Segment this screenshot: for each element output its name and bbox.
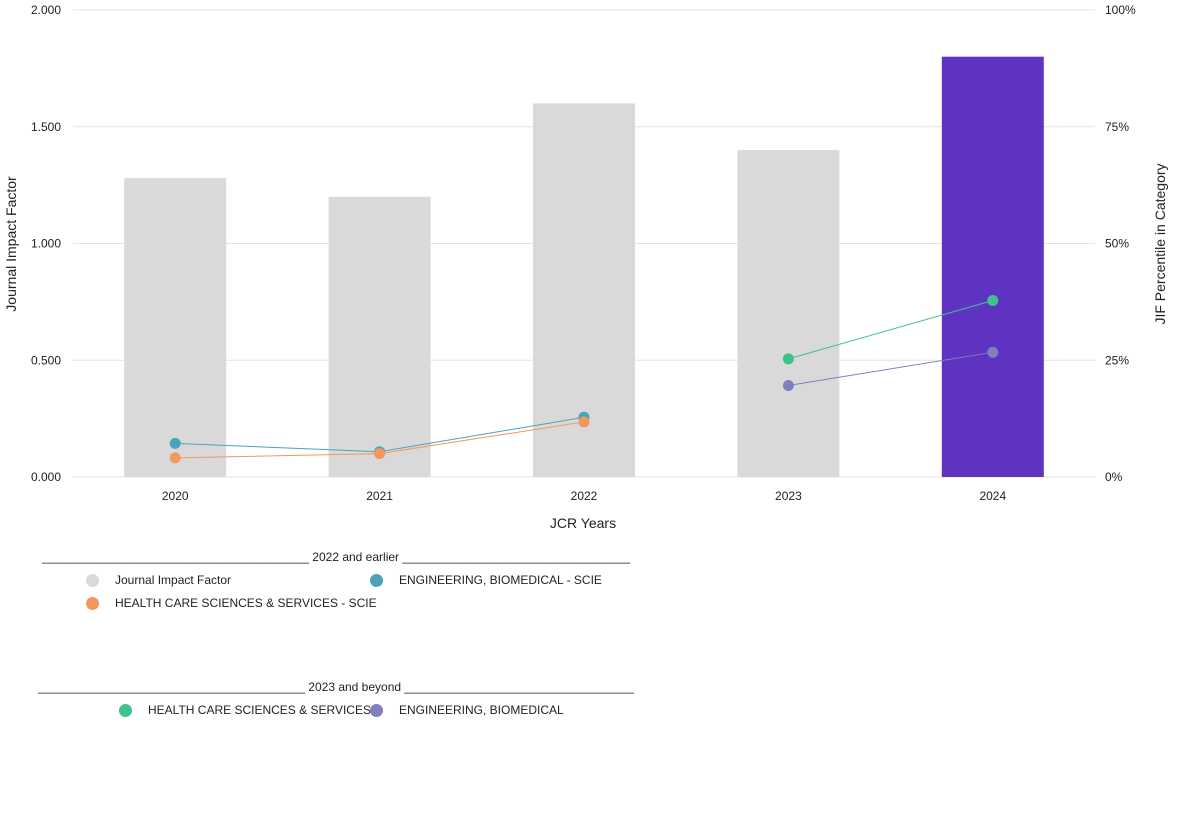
y2-tick-label: 100% (1105, 3, 1136, 17)
legend-group-2022-header: ________________________________________… (42, 550, 630, 564)
data-point[interactable] (987, 294, 999, 306)
right-axis-ticks: 0% 25% 50% 75% 100% (1105, 3, 1136, 484)
data-point[interactable] (578, 416, 590, 428)
legend-group-2022-title: 2022 and earlier (312, 550, 400, 564)
x-tick-label: 2020 (162, 489, 189, 503)
x-tick-label: 2021 (366, 489, 393, 503)
legend-label: HEALTH CARE SCIENCES & SERVICES - SCIE (115, 596, 377, 610)
y-tick-label: 0.500 (31, 353, 61, 367)
jif-chart: 0.000 0.500 1.000 1.500 2.000 0% 25% 50% 75% 100… (3, 3, 1168, 531)
series-line (788, 351, 993, 386)
y-axis-title: Journal Impact Factor (3, 176, 19, 312)
legend-dot-icon (86, 573, 99, 587)
line-series (169, 294, 999, 464)
legend-label: ENGINEERING, BIOMEDICAL (399, 703, 564, 717)
bar-2020[interactable] (124, 178, 227, 477)
legend-label: ENGINEERING, BIOMEDICAL - SCIE (399, 573, 602, 587)
y2-tick-label: 0% (1105, 470, 1123, 484)
x-axis-ticks: 2020 2021 2022 2023 2024 (162, 489, 1007, 503)
y2-tick-label: 50% (1105, 237, 1129, 251)
data-point[interactable] (782, 379, 794, 391)
legend-label: HEALTH CARE SCIENCES & SERVICES (148, 703, 371, 717)
y2-tick-label: 75% (1105, 120, 1129, 134)
y-tick-label: 1.000 (31, 237, 61, 251)
x-tick-label: 2024 (979, 489, 1006, 503)
x-tick-label: 2023 (775, 489, 802, 503)
legend-group-2023-header: ________________________________________… (38, 680, 634, 694)
bar-2024[interactable] (941, 56, 1044, 477)
series-line (788, 299, 993, 360)
legend-dot-icon (370, 703, 383, 717)
x-tick-label: 2022 (571, 489, 598, 503)
legend-dot-icon (370, 573, 383, 587)
x-axis-title: JCR Years (550, 515, 616, 531)
left-axis-ticks: 0.000 0.500 1.000 1.500 2.000 (31, 3, 61, 484)
y2-tick-label: 25% (1105, 353, 1129, 367)
legend-item-health-care[interactable]: HEALTH CARE SCIENCES & SERVICES (119, 703, 371, 717)
data-point[interactable] (374, 448, 386, 460)
legend-group-2023-title: 2023 and beyond (308, 680, 402, 694)
legend-item-engineering-biomedical-scie[interactable]: ENGINEERING, BIOMEDICAL - SCIE (370, 573, 602, 587)
bar-2023[interactable] (737, 150, 840, 477)
legend-dot-icon (119, 703, 132, 717)
data-point[interactable] (987, 346, 999, 358)
data-point[interactable] (169, 437, 181, 449)
bar-2021[interactable] (328, 196, 431, 478)
legend-label: Journal Impact Factor (115, 573, 232, 587)
y-tick-label: 0.000 (31, 470, 61, 484)
y-tick-label: 2.000 (31, 3, 61, 17)
legend-item-engineering-biomedical[interactable]: ENGINEERING, BIOMEDICAL (370, 703, 564, 717)
legend-item-jif[interactable]: Journal Impact Factor (86, 573, 231, 587)
y-tick-label: 1.500 (31, 120, 61, 134)
legend-item-health-care-scie[interactable]: HEALTH CARE SCIENCES & SERVICES - SCIE (86, 596, 377, 610)
data-point[interactable] (169, 452, 181, 464)
legend-dot-icon (86, 596, 99, 610)
y2-axis-title: JIF Percentile in Category (1152, 163, 1168, 324)
data-point[interactable] (782, 353, 794, 365)
